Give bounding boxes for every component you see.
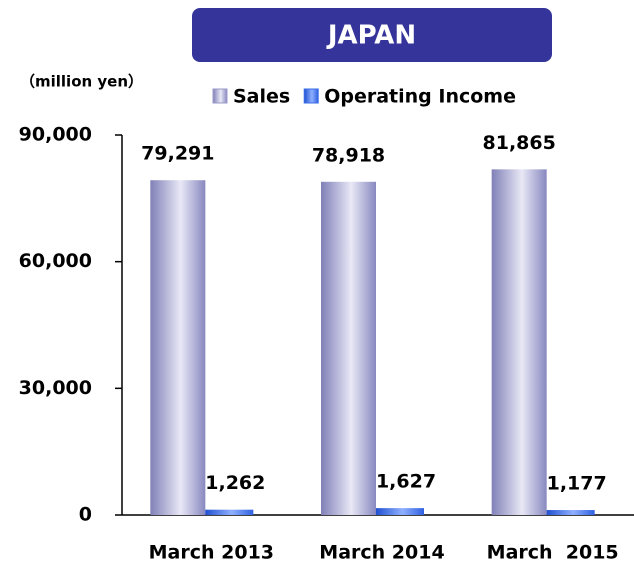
value-label: 1,262	[205, 472, 265, 494]
legend-label: Operating Income	[324, 86, 516, 108]
legend-swatch	[212, 88, 228, 104]
bar	[491, 169, 547, 515]
y-tick-label: 60,000	[19, 250, 92, 272]
x-tick-label: March 2015	[487, 542, 619, 564]
value-label: 1,177	[547, 473, 607, 495]
y-tick-label: 30,000	[19, 377, 92, 399]
bar	[150, 180, 206, 516]
value-label: 1,627	[376, 471, 436, 493]
chart-title: JAPAN	[326, 21, 416, 51]
value-label: 81,865	[483, 132, 556, 154]
x-tick-label: March 2013	[149, 542, 274, 564]
legend-swatch	[303, 88, 319, 104]
bar	[205, 509, 254, 515]
bar	[321, 181, 376, 516]
title-box	[192, 8, 552, 62]
value-label: 78,918	[312, 144, 385, 166]
y-tick-label: 0	[79, 504, 92, 526]
x-tick-label: March 2014	[319, 542, 444, 564]
y-tick-label: 90,000	[19, 124, 92, 146]
legend-label: Sales	[233, 86, 290, 108]
bar	[546, 510, 595, 515]
value-label: 79,291	[141, 143, 214, 165]
bar	[376, 508, 424, 515]
unit-label: （million yen）	[20, 73, 143, 91]
